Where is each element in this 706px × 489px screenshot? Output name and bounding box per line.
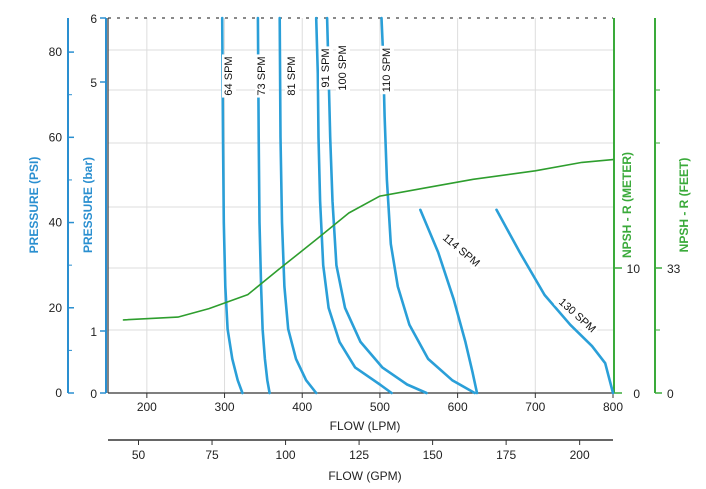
gpm-tick-label: 100 [276,448,296,462]
npsh-meter-tick-label: 10 [627,262,641,276]
pump-curve-91-spm [314,16,393,395]
psi-tick-label: 0 [55,386,62,400]
pump-curve-100-spm [325,16,428,395]
pump-curve-114-spm [419,208,479,395]
series-label-background [319,46,333,90]
x-axis-title-gpm: FLOW (GPM) [328,469,401,483]
psi-tick-label: 80 [49,45,63,59]
pump-curve-64-spm [220,16,244,395]
plot-background [108,18,613,393]
lpm-tick-label: 700 [525,400,545,414]
bar-tick-label: 1 [90,325,97,339]
axes [67,17,662,445]
lpm-tick-label: 200 [137,400,157,414]
series-label-100-spm: 100 SPM [337,45,349,90]
gpm-tick-label: 75 [205,448,219,462]
npsh-meter-tick-label: 0 [633,387,640,401]
y-axis-title-bar: PRESSURE (bar) [81,157,95,253]
series-label-64-spm: 64 SPM [223,56,235,95]
gpm-tick-label: 125 [349,448,369,462]
series-label-background [380,45,394,95]
npsh-feet-tick-label: 0 [667,387,674,401]
psi-tick-label: 60 [49,130,63,144]
series-label-background [285,54,299,98]
bar-tick-label: 0 [90,387,97,401]
y-axis-title-npsh-meter: NPSH - R (METER) [620,152,634,258]
lpm-tick-label: 600 [448,400,468,414]
series-label-background [222,54,236,98]
series-label-110-spm: 110 SPM [381,48,393,92]
series-label-background [554,294,600,338]
y-axis-title-npsh-feet: NPSH - R (FEET) [677,158,691,253]
grid-lines [108,18,613,393]
pump-curve-73-spm [256,16,271,395]
gpm-tick-label: 150 [423,448,443,462]
psi-tick-label: 40 [49,216,63,230]
series-label-background [437,229,484,272]
curves [122,16,615,395]
lpm-tick-label: 400 [292,400,312,414]
gpm-tick-label: 50 [132,448,146,462]
npsh-r-curve [122,158,614,321]
gpm-tick-label: 175 [496,448,516,462]
series-label-background [255,54,269,98]
series-label-background [336,43,350,93]
psi-tick-label: 20 [49,301,63,315]
series-label-81-spm: 81 SPM [286,56,298,95]
series-label-73-spm: 73 SPM [256,56,268,95]
bar-tick-label: 5 [90,76,97,90]
pump-curve-130-spm [495,208,615,395]
series-label-91-spm: 91 SPM [320,48,332,87]
bar-tick-label: 6 [90,12,97,26]
pump-curve-81-spm [278,16,318,395]
lpm-tick-label: 500 [370,400,390,414]
npsh-feet-tick-label: 33 [667,262,681,276]
y-axis-title-psi: PRESSURE (PSI) [27,157,41,254]
lpm-tick-label: 300 [215,400,235,414]
gpm-tick-label: 200 [570,448,590,462]
x-axis-title-lpm: FLOW (LPM) [330,419,401,433]
lpm-tick-label: 800 [603,400,623,414]
